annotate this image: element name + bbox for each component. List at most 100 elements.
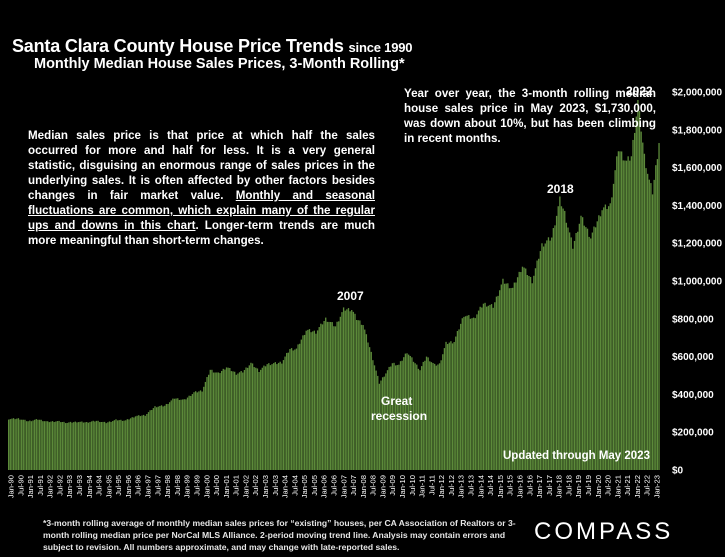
price-bar xyxy=(658,143,660,470)
price-bar xyxy=(342,307,345,470)
y-axis: $0 $200,000 $400,000 $600,000 $800,000 $1,000… xyxy=(672,88,722,477)
price-bar xyxy=(300,339,302,470)
price-bar xyxy=(55,421,57,470)
price-bar xyxy=(245,367,247,470)
price-bar xyxy=(219,373,221,470)
y-tick-label: $1,200,000 xyxy=(672,239,722,250)
price-bar xyxy=(86,421,88,470)
x-tick-label: Jul-04 xyxy=(290,475,299,496)
price-bar xyxy=(357,320,359,470)
price-bar xyxy=(121,420,124,470)
price-bar xyxy=(142,414,145,470)
price-bar xyxy=(547,237,550,470)
price-bar xyxy=(499,290,501,470)
x-tick-label: Jul-21 xyxy=(623,475,632,496)
price-bar xyxy=(586,228,589,470)
price-bar xyxy=(435,365,437,470)
price-bar xyxy=(380,380,382,470)
title-main: Santa Clara County House Price Trends xyxy=(12,36,344,56)
price-bar xyxy=(240,371,242,470)
x-tick-label: Jul-08 xyxy=(369,475,378,496)
x-tick-label: Jan-08 xyxy=(359,475,368,498)
right-yoy-note: Year over year, the 3-month rolling medi… xyxy=(404,87,656,145)
chart-subtitle: Monthly Median House Sales Prices, 3-Mon… xyxy=(34,56,405,72)
price-bar xyxy=(331,322,333,470)
price-bar xyxy=(238,372,241,470)
price-bar xyxy=(577,231,579,470)
price-bar xyxy=(562,208,564,471)
price-bar xyxy=(160,405,163,470)
price-bar xyxy=(409,355,411,470)
price-bar xyxy=(460,323,462,470)
price-bar xyxy=(494,302,496,470)
price-bar xyxy=(308,329,311,470)
y-tick-label: $600,000 xyxy=(672,352,714,363)
price-bar xyxy=(234,371,236,470)
price-bar xyxy=(76,422,78,470)
price-bar xyxy=(622,160,624,470)
price-bar xyxy=(282,360,285,470)
price-bar xyxy=(227,367,229,470)
price-bar xyxy=(536,260,538,470)
price-bar xyxy=(35,419,37,470)
left-note-underlined: Monthly and seasonal fluctuations are co… xyxy=(28,189,375,232)
price-bar xyxy=(47,421,49,470)
price-bar xyxy=(383,376,385,470)
price-bar xyxy=(115,419,117,470)
price-bar xyxy=(474,318,476,470)
price-bar xyxy=(94,421,96,470)
y-tick-label: $1,000,000 xyxy=(672,277,722,288)
price-bar xyxy=(43,421,46,470)
annotation-2018: 2018 xyxy=(547,182,574,196)
price-bar xyxy=(365,334,368,470)
price-bar xyxy=(42,421,44,470)
price-bar xyxy=(487,305,489,470)
price-bar xyxy=(614,170,616,470)
price-bar xyxy=(541,243,543,470)
price-bar xyxy=(110,421,112,470)
price-bar xyxy=(575,233,577,470)
price-bar xyxy=(440,360,442,470)
price-bar xyxy=(386,370,389,470)
price-bar xyxy=(346,309,348,470)
price-bar xyxy=(590,238,592,470)
x-tick-label: Jan-18 xyxy=(555,475,564,498)
price-bar xyxy=(256,368,259,470)
annotation-great: Great xyxy=(381,394,413,408)
y-tick-label: $1,600,000 xyxy=(672,163,722,174)
left-explanation-note: Median sales price is that price at whic… xyxy=(28,128,375,248)
price-bar xyxy=(103,421,106,470)
price-bar xyxy=(338,321,340,470)
price-bar xyxy=(74,421,76,470)
price-bar xyxy=(451,343,454,470)
price-bar xyxy=(73,422,75,470)
price-bar xyxy=(295,348,298,470)
price-bar xyxy=(344,310,346,470)
price-bar xyxy=(326,321,329,470)
price-bar xyxy=(305,330,307,470)
x-tick-label: Jul-12 xyxy=(447,475,456,496)
x-tick-label: Jan-23 xyxy=(653,475,662,498)
price-bar xyxy=(172,398,174,470)
price-bar xyxy=(251,363,254,470)
price-bar xyxy=(321,324,324,470)
price-bar xyxy=(175,398,177,470)
x-tick-label: Jan-09 xyxy=(378,475,387,498)
price-bar xyxy=(564,210,566,470)
price-bar xyxy=(129,418,132,470)
price-bar xyxy=(349,311,351,470)
price-bar xyxy=(258,371,260,470)
price-bar xyxy=(8,419,10,470)
price-bar xyxy=(269,365,272,470)
price-bar xyxy=(607,206,610,470)
price-bar xyxy=(165,403,168,470)
price-bar xyxy=(560,206,563,470)
price-bar xyxy=(292,350,294,470)
x-tick-label: Jan-12 xyxy=(437,475,446,498)
price-bar xyxy=(619,151,621,470)
x-tick-label: Jan-17 xyxy=(535,475,544,498)
price-bar xyxy=(225,367,228,470)
price-bar xyxy=(364,329,366,470)
price-bar xyxy=(243,370,246,470)
price-bar xyxy=(125,420,127,470)
